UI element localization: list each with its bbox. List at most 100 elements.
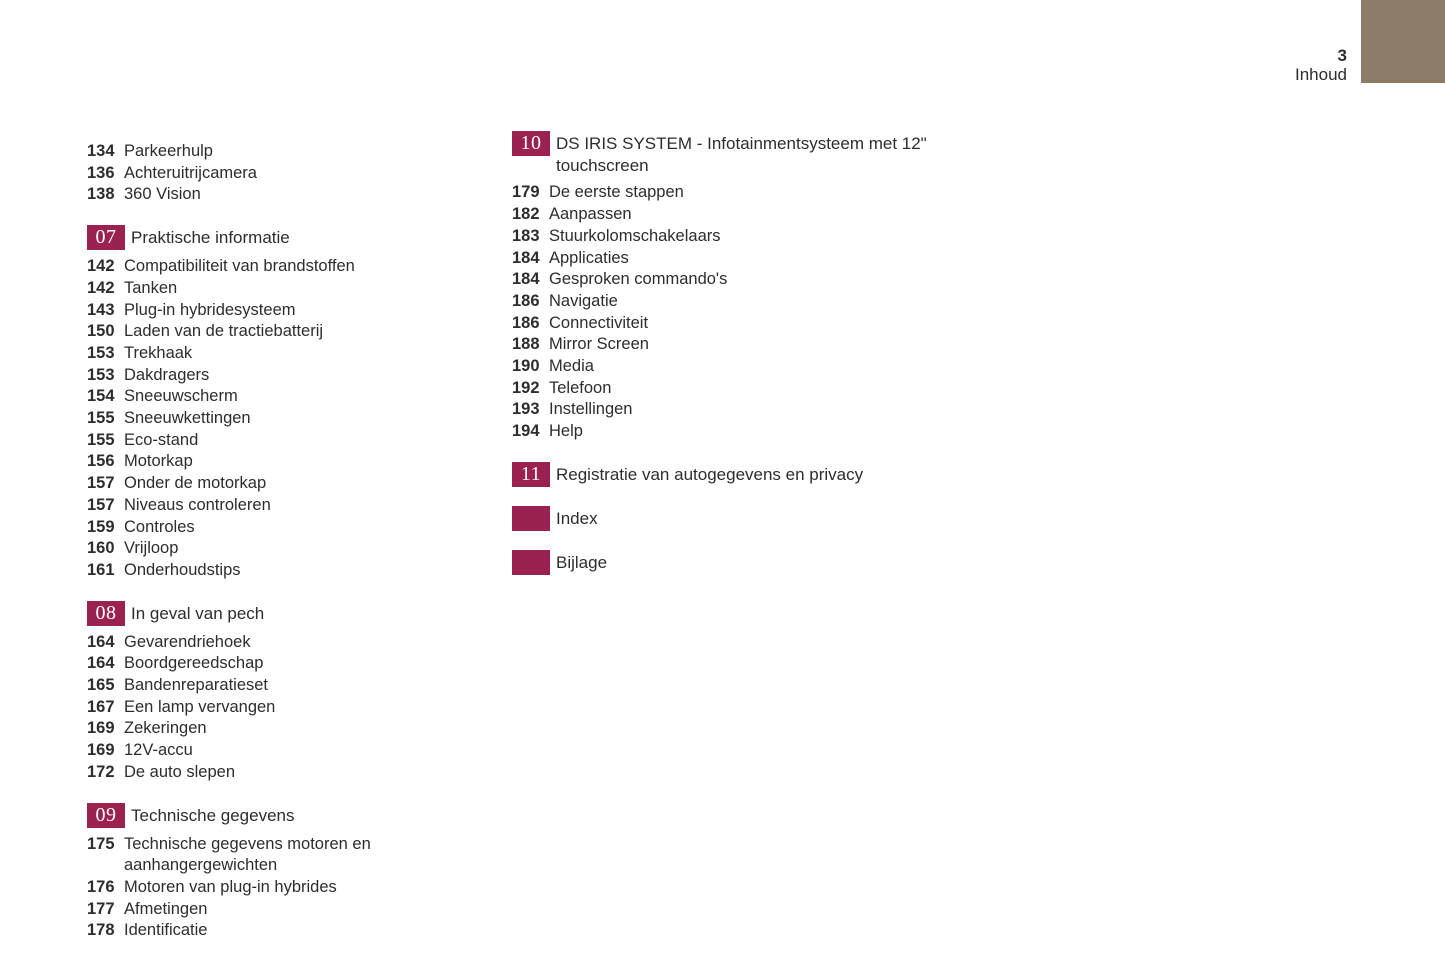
entry-page-number: 167 bbox=[87, 697, 115, 716]
entry-label: Navigatie bbox=[549, 291, 618, 310]
toc-entry[interactable]: 193 Instellingen bbox=[512, 399, 952, 421]
toc-entry[interactable]: 155 Sneeuwkettingen bbox=[87, 408, 527, 430]
section-number-box: 09 bbox=[87, 802, 125, 828]
entry-page-number: 186 bbox=[512, 313, 540, 332]
entry-page-number: 172 bbox=[87, 762, 115, 781]
toc-entry[interactable]: 164 Boordgereedschap bbox=[87, 653, 527, 675]
section-title: Technische gegevens bbox=[131, 805, 295, 825]
section-header[interactable]: Bijlage bbox=[512, 549, 952, 575]
toc-entry[interactable]: 184 Applicaties bbox=[512, 248, 952, 270]
section-header[interactable]: 09 Technische gegevens bbox=[87, 802, 527, 828]
entry-page-number: 160 bbox=[87, 539, 115, 558]
section-header[interactable]: 10 DS IRIS SYSTEM - Infotainmentsysteem m… bbox=[512, 131, 952, 176]
entry-page-number: 143 bbox=[87, 300, 115, 319]
section-title: Bijlage bbox=[556, 552, 608, 572]
toc-entry[interactable]: 164 Gevarendriehoek bbox=[87, 632, 527, 654]
section-number-box: 11 bbox=[512, 461, 550, 487]
toc-entry[interactable]: 155 Eco-stand bbox=[87, 430, 527, 452]
toc-entry[interactable]: 178 Identificatie bbox=[87, 920, 527, 942]
toc-entry[interactable]: 184 Gesproken commando's bbox=[512, 269, 952, 291]
toc-entry[interactable]: 186 Navigatie bbox=[512, 291, 952, 313]
entry-page-number: 156 bbox=[87, 452, 115, 471]
entry-page-number: 182 bbox=[512, 205, 540, 224]
toc-entry[interactable]: 134 Parkeerhulp bbox=[87, 141, 527, 163]
entry-page-number: 176 bbox=[87, 877, 115, 896]
toc-entry[interactable]: 167 Een lamp vervangen bbox=[87, 697, 527, 719]
section-title: DS IRIS SYSTEM - Infotainmentsysteem met… bbox=[556, 134, 927, 175]
toc-entry[interactable]: 159 Controles bbox=[87, 517, 527, 539]
page-number: 3 bbox=[1337, 46, 1347, 65]
toc-entry[interactable]: 153 Trekhaak bbox=[87, 343, 527, 365]
toc-section: 07 Praktische informatie 142 Compatibilitei… bbox=[87, 225, 527, 582]
entry-page-number: 153 bbox=[87, 365, 115, 384]
section-title: Index bbox=[556, 508, 598, 528]
toc-entry[interactable]: 169 Zekeringen bbox=[87, 718, 527, 740]
toc-entry[interactable]: 175 Technische gegevens motoren en aanhan… bbox=[87, 834, 527, 877]
toc-entry[interactable]: 160 Vrijloop bbox=[87, 538, 527, 560]
entry-page-number: 164 bbox=[87, 632, 115, 651]
section-number-box: 10 bbox=[512, 131, 550, 156]
entry-label: Stuurkolomschakelaars bbox=[549, 226, 721, 245]
toc-entry[interactable]: 142 Tanken bbox=[87, 278, 527, 300]
entry-label: Connectiviteit bbox=[549, 313, 649, 332]
entry-page-number: 178 bbox=[87, 921, 115, 940]
toc-section: 08 In geval van pech 164 Gevarendriehoek 164… bbox=[87, 600, 527, 784]
entry-label: Compatibiliteit van brandstoffen bbox=[124, 257, 355, 276]
toc-entry[interactable]: 188 Mirror Screen bbox=[512, 334, 952, 356]
toc-entry[interactable]: 194 Help bbox=[512, 421, 952, 443]
toc-entry[interactable]: 176 Motoren van plug-in hybrides bbox=[87, 877, 527, 899]
toc-entry[interactable]: 150 Laden van de tractiebatterij bbox=[87, 321, 527, 343]
page-title: Inhoud bbox=[1295, 65, 1347, 84]
section-header[interactable]: 11 Registratie van autogegevens en privac… bbox=[512, 461, 952, 487]
toc-entry[interactable]: 153 Dakdragers bbox=[87, 365, 527, 387]
entry-page-number: 169 bbox=[87, 719, 115, 738]
entry-label: Gesproken commando's bbox=[549, 270, 728, 289]
toc-entry[interactable]: 190 Media bbox=[512, 356, 952, 378]
toc-entry[interactable]: 186 Connectiviteit bbox=[512, 313, 952, 335]
entry-page-number: 159 bbox=[87, 517, 115, 536]
entry-label: Instellingen bbox=[549, 400, 633, 419]
entry-label: Onder de motorkap bbox=[124, 474, 267, 493]
entry-label: Sneeuwkettingen bbox=[124, 409, 251, 428]
entry-page-number: 164 bbox=[87, 654, 115, 673]
toc-entry[interactable]: 143 Plug-in hybridesysteem bbox=[87, 300, 527, 322]
entry-page-number: 184 bbox=[512, 248, 540, 267]
toc-entry[interactable]: 157 Onder de motorkap bbox=[87, 473, 527, 495]
entry-label: Plug-in hybridesysteem bbox=[124, 300, 296, 319]
toc-entry[interactable]: 179 De eerste stappen bbox=[512, 182, 952, 204]
entry-label: De auto slepen bbox=[124, 762, 235, 781]
toc-entry[interactable]: 192 Telefoon bbox=[512, 378, 952, 400]
entry-page-number: 190 bbox=[512, 357, 540, 376]
toc-entry[interactable]: 157 Niveaus controleren bbox=[87, 495, 527, 517]
toc-entry[interactable]: 165 Bandenreparatieset bbox=[87, 675, 527, 697]
entry-label: Mirror Screen bbox=[549, 335, 649, 354]
toc-entry[interactable]: 161 Onderhoudstips bbox=[87, 560, 527, 582]
section-title: In geval van pech bbox=[131, 603, 265, 623]
toc-entry[interactable]: 169 12V-accu bbox=[87, 740, 527, 762]
toc-entry[interactable]: 138 360 Vision bbox=[87, 184, 527, 206]
toc-entry[interactable]: 182 Aanpassen bbox=[512, 204, 952, 226]
entry-label: Laden van de tractiebatterij bbox=[124, 322, 324, 341]
toc-entry[interactable]: 136 Achteruitrijcamera bbox=[87, 163, 527, 185]
corner-decoration-rect bbox=[1361, 0, 1445, 83]
entry-label: Eco-stand bbox=[124, 430, 199, 449]
entry-page-number: 142 bbox=[87, 257, 115, 276]
page-header: 3 Inhoud bbox=[1295, 47, 1347, 84]
entry-page-number: 183 bbox=[512, 226, 540, 245]
toc-left-column: 134 Parkeerhulp 136 Achteruitrijcamera 138 36… bbox=[87, 141, 527, 942]
section-header[interactable]: 07 Praktische informatie bbox=[87, 225, 527, 251]
toc-section: 09 Technische gegevens 175 Technische gegev… bbox=[87, 802, 527, 943]
toc-entry[interactable]: 177 Afmetingen bbox=[87, 899, 527, 921]
toc-entry[interactable]: 172 De auto slepen bbox=[87, 762, 527, 784]
entry-label: Tanken bbox=[124, 278, 178, 297]
entry-page-number: 157 bbox=[87, 495, 115, 514]
toc-entry[interactable]: 154 Sneeuwscherm bbox=[87, 386, 527, 408]
entry-label: Trekhaak bbox=[124, 343, 193, 362]
section-header[interactable]: Index bbox=[512, 505, 952, 531]
toc-entry[interactable]: 142 Compatibiliteit van brandstoffen bbox=[87, 256, 527, 278]
section-header[interactable]: 08 In geval van pech bbox=[87, 600, 527, 626]
entry-label: Afmetingen bbox=[124, 899, 208, 918]
entry-label: Onderhoudstips bbox=[124, 560, 241, 579]
toc-entry[interactable]: 183 Stuurkolomschakelaars bbox=[512, 226, 952, 248]
toc-entry[interactable]: 156 Motorkap bbox=[87, 451, 527, 473]
